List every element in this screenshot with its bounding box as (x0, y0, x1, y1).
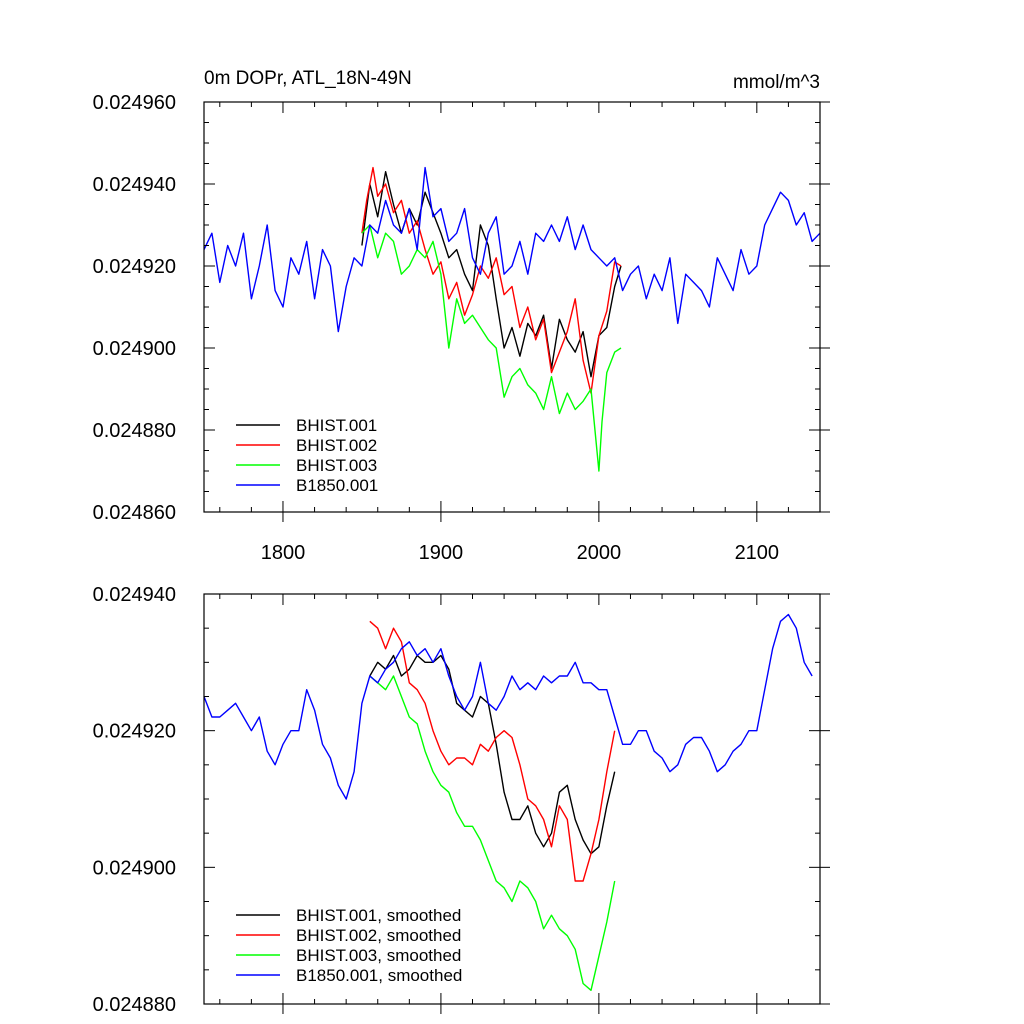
series-line-0 (369, 654, 616, 855)
x-tick-label: 1900 (419, 542, 464, 564)
series-line-3 (203, 613, 813, 800)
panel-bottom-series (203, 613, 813, 991)
legend-label: BHIST.002, smoothed (296, 926, 461, 945)
series-line-3 (203, 166, 821, 333)
y-tick-label: 0.024920 (93, 721, 176, 743)
legend-label: B1850.001, smoothed (296, 966, 462, 985)
panel-bottom: 0.024880 0.024900 0.024920 0.024940 BHIST.0… (93, 584, 830, 1016)
y-tick-label: 0.024880 (93, 994, 176, 1016)
x-tick-label: 2100 (735, 542, 780, 564)
legend-label: BHIST.001 (296, 416, 377, 435)
y-tick-label: 0.024860 (93, 502, 176, 524)
panel-top-title: 0m DOPr, ATL_18N-49N (204, 68, 412, 89)
legend-label: BHIST.003 (296, 456, 377, 475)
panel-top-ticks: 1800 1900 2000 2100 0.024860 0.024880 0.024900… (93, 92, 830, 564)
panel-bottom-ticks: 0.024880 0.024900 0.024920 0.024940 (93, 584, 830, 1016)
series-line-2 (361, 224, 622, 472)
panel-top-units: mmol/m^3 (733, 72, 820, 93)
panel-top-series (203, 166, 821, 472)
panel-top: 0m DOPr, ATL_18N-49N mmol/m^3 1800 1900 20… (93, 68, 830, 564)
x-tick-label: 2000 (577, 542, 622, 564)
y-tick-label: 0.024940 (93, 584, 176, 606)
legend-label: BHIST.001, smoothed (296, 906, 461, 925)
legend-label: B1850.001 (296, 476, 378, 495)
x-tick-label: 1800 (261, 542, 306, 564)
series-line-1 (369, 620, 616, 882)
y-tick-label: 0.024920 (93, 256, 176, 278)
y-tick-label: 0.024900 (93, 857, 176, 879)
series-line-1 (361, 166, 622, 394)
legend-label: BHIST.002 (296, 436, 377, 455)
y-tick-label: 0.024900 (93, 338, 176, 360)
y-tick-label: 0.024940 (93, 174, 176, 196)
series-line-2 (369, 675, 616, 991)
legend-label: BHIST.003, smoothed (296, 946, 461, 965)
y-tick-label: 0.024960 (93, 92, 176, 114)
y-tick-label: 0.024880 (93, 420, 176, 442)
